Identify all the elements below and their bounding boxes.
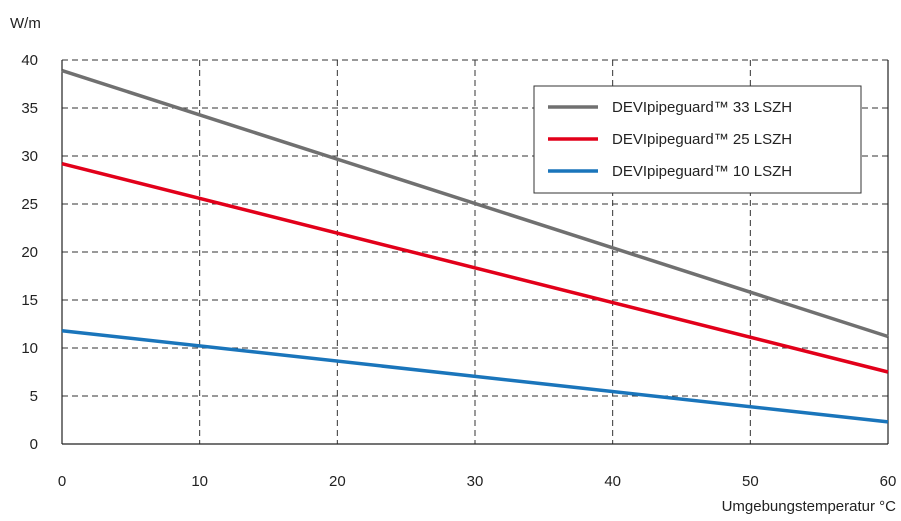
x-tick-label: 20 bbox=[329, 473, 346, 490]
x-tick-label: 0 bbox=[58, 473, 66, 490]
legend-label: DEVIpipeguard™ 10 LSZH bbox=[612, 163, 792, 180]
y-axis-label: W/m bbox=[10, 15, 41, 32]
x-tick-label: 10 bbox=[191, 473, 208, 490]
y-tick-label: 10 bbox=[21, 340, 38, 357]
y-tick-label: 0 bbox=[30, 436, 38, 453]
x-axis-label: Umgebungstemperatur °C bbox=[722, 498, 897, 515]
series-line-3 bbox=[61, 328, 889, 424]
series-line-2 bbox=[61, 161, 889, 374]
axes bbox=[61, 60, 888, 445]
legend: DEVIpipeguard™ 33 LSZH DEVIpipeguard™ 25 … bbox=[533, 85, 862, 194]
grid bbox=[62, 59, 889, 444]
y-tick-labels: 0 5 10 15 20 25 30 35 40 bbox=[21, 52, 38, 453]
y-tick-label: 25 bbox=[21, 196, 38, 213]
y-tick-label: 15 bbox=[21, 292, 38, 309]
x-tick-label: 40 bbox=[604, 473, 621, 490]
legend-box bbox=[533, 85, 862, 194]
y-tick-label: 40 bbox=[21, 52, 38, 69]
y-tick-label: 35 bbox=[21, 100, 38, 117]
series-line-1 bbox=[61, 68, 889, 339]
x-tick-labels: 0 10 20 30 40 50 60 bbox=[58, 473, 897, 490]
y-tick-label: 5 bbox=[30, 388, 38, 405]
y-tick-label: 30 bbox=[21, 148, 38, 165]
x-tick-label: 60 bbox=[880, 473, 897, 490]
legend-label: DEVIpipeguard™ 33 LSZH bbox=[612, 99, 792, 116]
x-tick-label: 50 bbox=[742, 473, 759, 490]
x-tick-label: 30 bbox=[467, 473, 484, 490]
series-lines bbox=[61, 68, 889, 424]
legend-label: DEVIpipeguard™ 25 LSZH bbox=[612, 131, 792, 148]
y-tick-label: 20 bbox=[21, 244, 38, 261]
